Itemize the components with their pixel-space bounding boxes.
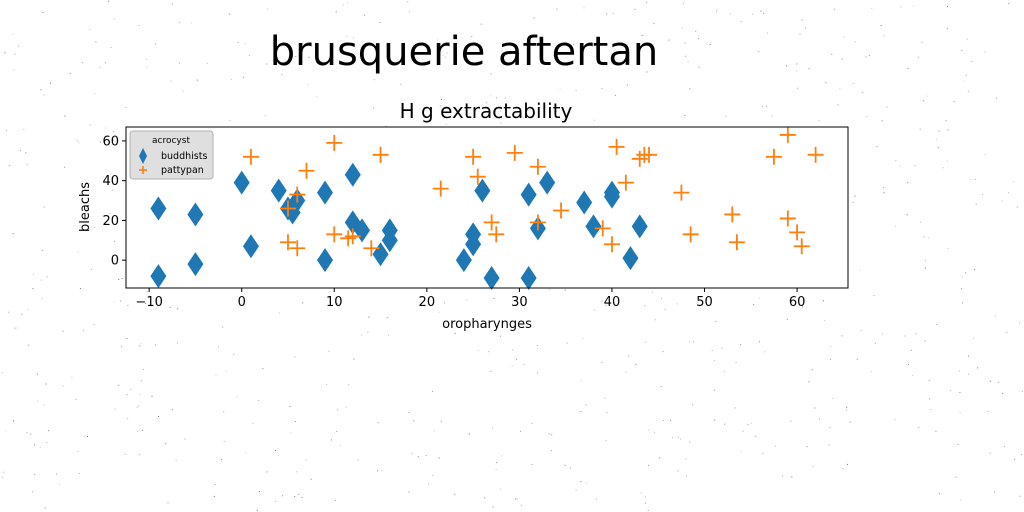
point-buddhists-24 xyxy=(520,266,537,291)
point-pattypan-21 xyxy=(594,220,611,237)
point-pattypan-10 xyxy=(363,240,380,257)
legend-title: acrocyst xyxy=(152,136,190,146)
x-tick-label-6: 50 xyxy=(696,295,713,310)
x-tick-label-7: 60 xyxy=(789,295,806,310)
point-buddhists-27 xyxy=(576,190,593,215)
point-buddhists-3 xyxy=(187,252,204,277)
legend-marker-pattypan xyxy=(139,166,147,174)
x-axis-ticks: −10 0 10 20 30 40 50 60 xyxy=(135,288,805,310)
point-pattypan-4 xyxy=(289,186,306,203)
point-buddhists-21 xyxy=(474,178,491,203)
point-pattypan-36 xyxy=(793,238,810,255)
y-tick-label-1: 20 xyxy=(102,214,119,229)
point-pattypan-34 xyxy=(779,210,796,227)
legend-label-buddhists: buddhists xyxy=(161,151,207,162)
point-pattypan-7 xyxy=(326,134,343,151)
point-buddhists-22 xyxy=(483,266,500,291)
point-buddhists-5 xyxy=(242,234,259,259)
y-tick-label-2: 40 xyxy=(102,174,119,189)
point-pattypan-11 xyxy=(372,146,389,163)
point-buddhists-11 xyxy=(317,248,334,273)
point-buddhists-30 xyxy=(603,180,620,205)
point-buddhists-19 xyxy=(465,232,482,257)
point-pattypan-31 xyxy=(728,234,745,251)
point-buddhists-23 xyxy=(520,182,537,207)
legend-box xyxy=(129,130,214,180)
point-pattypan-27 xyxy=(640,146,657,163)
point-buddhists-31 xyxy=(622,246,639,271)
point-pattypan-23 xyxy=(608,138,625,155)
point-pattypan-9 xyxy=(344,228,361,245)
legend: acrocyst buddhists pattypan xyxy=(129,130,214,180)
x-tick-label-1: 0 xyxy=(238,295,246,310)
point-pattypan-16 xyxy=(488,226,505,243)
point-pattypan-1 xyxy=(279,200,296,217)
point-pattypan-29 xyxy=(682,226,699,243)
y-axis-label: bleachs xyxy=(78,182,93,232)
x-tick-label-4: 30 xyxy=(511,295,528,310)
point-buddhists-0 xyxy=(150,196,167,221)
plot-area-frame xyxy=(125,126,849,289)
point-pattypan-32 xyxy=(765,148,782,165)
x-axis-label: oropharynges xyxy=(442,317,532,332)
point-pattypan-2 xyxy=(279,234,296,251)
point-buddhists-32 xyxy=(631,214,648,239)
point-pattypan-17 xyxy=(506,144,523,161)
point-pattypan-19 xyxy=(529,214,546,231)
x-tick-label-2: 10 xyxy=(326,295,343,310)
point-buddhists-10 xyxy=(317,180,334,205)
y-axis-ticks: 0 20 40 60 xyxy=(102,134,126,269)
point-pattypan-28 xyxy=(673,184,690,201)
x-tick-label-0: −10 xyxy=(135,295,162,310)
point-pattypan-14 xyxy=(469,168,486,185)
point-pattypan-35 xyxy=(789,224,806,241)
plot-marks xyxy=(150,126,824,291)
y-tick-label-0: 0 xyxy=(111,254,119,269)
point-buddhists-12 xyxy=(344,162,361,187)
point-buddhists-26 xyxy=(539,170,556,195)
point-pattypan-6 xyxy=(326,226,343,243)
point-pattypan-33 xyxy=(779,126,796,143)
point-buddhists-2 xyxy=(187,202,204,227)
legend-label-pattypan: pattypan xyxy=(161,165,204,176)
point-pattypan-12 xyxy=(432,180,449,197)
point-buddhists-17 xyxy=(381,218,398,243)
point-pattypan-25 xyxy=(631,150,648,167)
point-pattypan-30 xyxy=(724,206,741,223)
point-pattypan-37 xyxy=(807,146,824,163)
point-buddhists-1 xyxy=(150,264,167,289)
point-buddhists-28 xyxy=(585,214,602,239)
point-buddhists-20 xyxy=(455,248,472,273)
point-pattypan-3 xyxy=(289,240,306,257)
point-pattypan-18 xyxy=(529,158,546,175)
point-pattypan-0 xyxy=(242,148,259,165)
point-pattypan-22 xyxy=(603,236,620,253)
point-buddhists-4 xyxy=(233,170,250,195)
x-tick-label-3: 20 xyxy=(419,295,436,310)
x-tick-label-5: 40 xyxy=(604,295,621,310)
point-pattypan-13 xyxy=(465,148,482,165)
legend-marker-buddhists xyxy=(139,148,147,164)
point-pattypan-24 xyxy=(617,174,634,191)
y-tick-label-3: 60 xyxy=(102,134,119,149)
figure-title: brusquerie aftertan xyxy=(270,29,658,75)
point-pattypan-20 xyxy=(553,202,570,219)
chart-title: H g extractability xyxy=(400,99,573,123)
point-pattypan-5 xyxy=(298,162,315,179)
point-pattypan-15 xyxy=(483,214,500,231)
point-buddhists-6 xyxy=(270,178,287,203)
